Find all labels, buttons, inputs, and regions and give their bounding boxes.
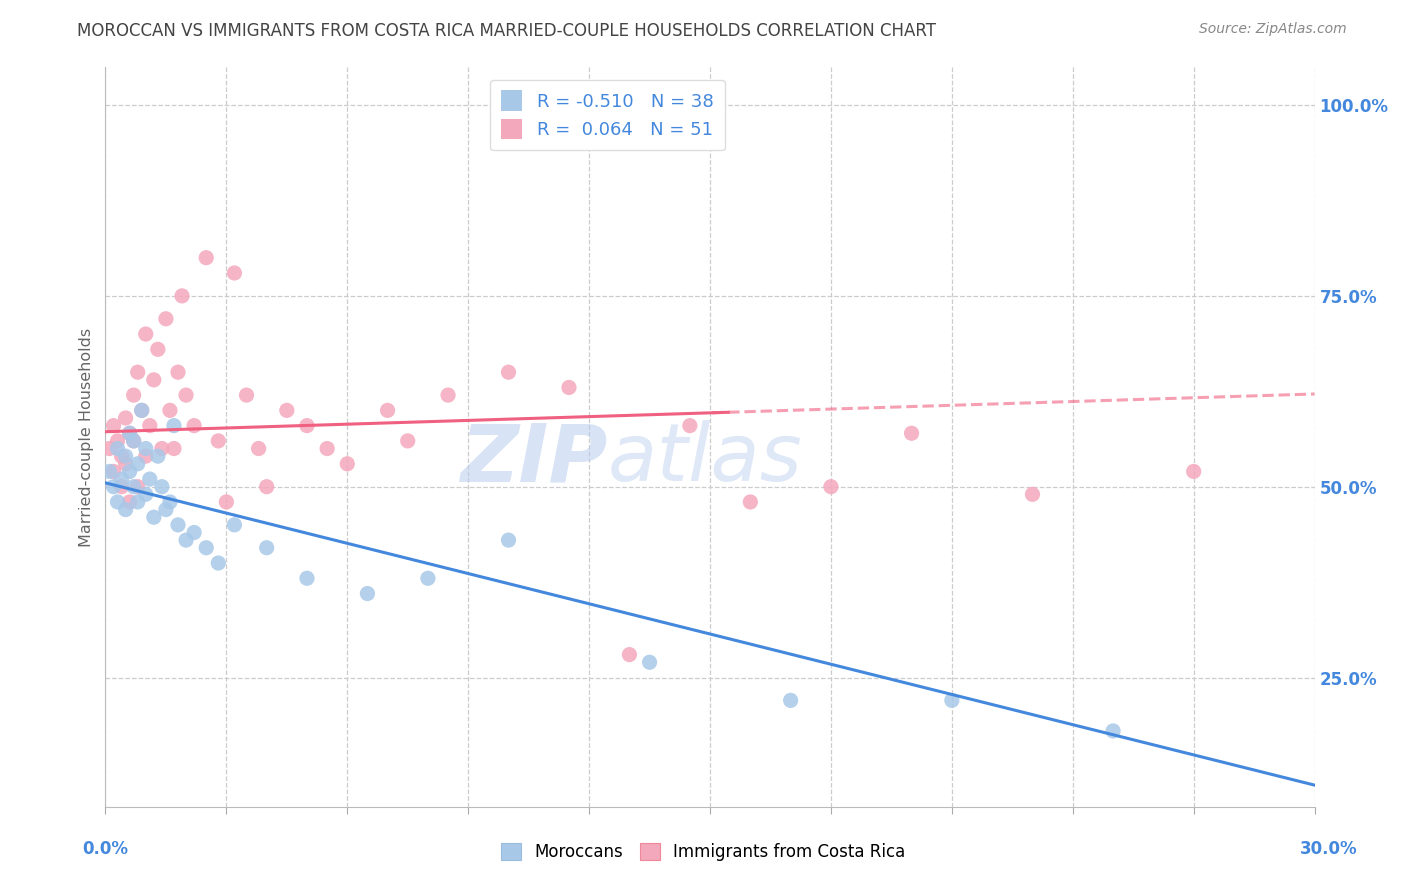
Point <box>122 434 145 448</box>
Point <box>103 480 125 494</box>
Point <box>127 457 149 471</box>
Point <box>163 442 186 456</box>
Point <box>135 487 157 501</box>
Point <box>110 449 132 463</box>
Text: MOROCCAN VS IMMIGRANTS FROM COSTA RICA MARRIED-COUPLE HOUSEHOLDS CORRELATION CHA: MOROCCAN VS IMMIGRANTS FROM COSTA RICA M… <box>77 22 936 40</box>
Point <box>114 449 136 463</box>
Point <box>155 502 177 516</box>
Point <box>118 495 141 509</box>
Point <box>118 426 141 441</box>
Point <box>638 655 661 669</box>
Point <box>118 465 141 479</box>
Point <box>396 434 419 448</box>
Point <box>235 388 257 402</box>
Point <box>142 510 165 524</box>
Point <box>107 442 129 456</box>
Point <box>941 693 963 707</box>
Point <box>107 434 129 448</box>
Point <box>122 434 145 448</box>
Point <box>900 426 922 441</box>
Point <box>110 480 132 494</box>
Point <box>256 480 278 494</box>
Point <box>336 457 359 471</box>
Point <box>146 343 169 357</box>
Point <box>107 495 129 509</box>
Point <box>114 411 136 425</box>
Point <box>498 365 520 379</box>
Point <box>114 457 136 471</box>
Point <box>146 449 169 463</box>
Point <box>150 442 173 456</box>
Point <box>135 442 157 456</box>
Point <box>167 365 190 379</box>
Point <box>224 517 246 532</box>
Point <box>183 525 205 540</box>
Point <box>224 266 246 280</box>
Point <box>131 403 153 417</box>
Point <box>110 472 132 486</box>
Point <box>356 586 378 600</box>
Point <box>1102 723 1125 738</box>
Point <box>207 556 229 570</box>
Text: atlas: atlas <box>607 420 801 499</box>
Point <box>247 442 270 456</box>
Point <box>170 289 193 303</box>
Point <box>155 311 177 326</box>
Point <box>619 648 641 662</box>
Point <box>377 403 399 417</box>
Point <box>195 541 218 555</box>
Point <box>139 418 162 433</box>
Point <box>122 480 145 494</box>
Point <box>122 388 145 402</box>
Y-axis label: Married-couple Households: Married-couple Households <box>79 327 94 547</box>
Point <box>167 517 190 532</box>
Point <box>276 403 298 417</box>
Point <box>159 403 181 417</box>
Point <box>295 571 318 585</box>
Point <box>159 495 181 509</box>
Point <box>416 571 439 585</box>
Point <box>127 365 149 379</box>
Point <box>820 480 842 494</box>
Point <box>1182 465 1205 479</box>
Point <box>98 465 121 479</box>
Point <box>195 251 218 265</box>
Point <box>135 326 157 341</box>
Point <box>103 465 125 479</box>
Point <box>103 418 125 433</box>
Point <box>174 533 197 548</box>
Point <box>163 418 186 433</box>
Text: ZIP: ZIP <box>460 420 607 499</box>
Point <box>295 418 318 433</box>
Point <box>114 502 136 516</box>
Text: 0.0%: 0.0% <box>83 840 128 858</box>
Point <box>118 426 141 441</box>
Point <box>142 373 165 387</box>
Point <box>183 418 205 433</box>
Point <box>1021 487 1043 501</box>
Legend: Moroccans, Immigrants from Costa Rica: Moroccans, Immigrants from Costa Rica <box>494 836 912 868</box>
Point <box>740 495 762 509</box>
Point <box>207 434 229 448</box>
Point <box>131 403 153 417</box>
Legend: R = -0.510   N = 38, R =  0.064   N = 51: R = -0.510 N = 38, R = 0.064 N = 51 <box>489 79 724 150</box>
Point <box>256 541 278 555</box>
Point <box>316 442 339 456</box>
Text: 30.0%: 30.0% <box>1301 840 1357 858</box>
Point <box>150 480 173 494</box>
Point <box>558 380 581 394</box>
Point <box>98 442 121 456</box>
Point <box>174 388 197 402</box>
Point <box>127 480 149 494</box>
Point <box>437 388 460 402</box>
Point <box>679 418 702 433</box>
Point <box>215 495 238 509</box>
Point <box>127 495 149 509</box>
Point <box>498 533 520 548</box>
Point <box>135 449 157 463</box>
Text: Source: ZipAtlas.com: Source: ZipAtlas.com <box>1199 22 1347 37</box>
Point <box>779 693 801 707</box>
Point <box>139 472 162 486</box>
